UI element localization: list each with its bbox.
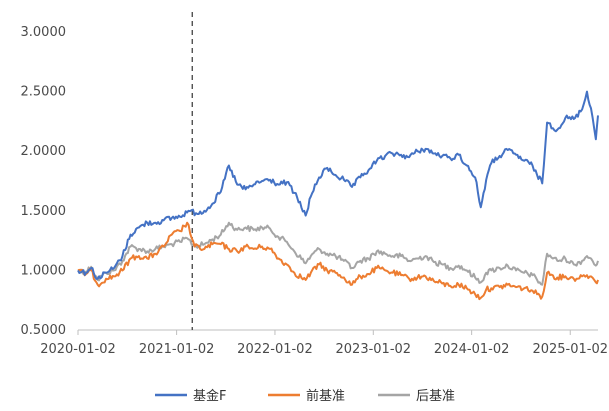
legend-label: 基金F [193, 388, 226, 404]
y-tick-label: 1.0000 [21, 263, 67, 278]
y-tick-label: 2.5000 [21, 85, 67, 100]
legend-label: 后基准 [416, 389, 455, 404]
x-tick-label: 2025-01-02 [532, 342, 608, 357]
y-tick-label: 2.0000 [21, 144, 67, 159]
x-tick-label: 2020-01-02 [40, 342, 116, 357]
legend-label: 前基准 [306, 388, 345, 404]
legend: 基金F 前基准 后基准 [155, 388, 455, 404]
y-tick-label: 0.5000 [21, 323, 67, 338]
x-tick-label: 2024-01-02 [434, 342, 510, 357]
y-tick-label: 3.0000 [21, 25, 67, 40]
x-tick-label: 2021-01-02 [139, 342, 215, 357]
series-layer [77, 90, 599, 301]
series-line [77, 221, 599, 301]
x-tick-label: 2023-01-02 [336, 342, 412, 357]
x-tick-label: 2022-01-02 [237, 342, 313, 357]
axes: 0.5000 1.0000 1.5000 2.0000 2.5000 3.0000 2020… [21, 25, 609, 357]
y-tick-label: 1.5000 [21, 204, 67, 219]
series-line [77, 90, 599, 280]
